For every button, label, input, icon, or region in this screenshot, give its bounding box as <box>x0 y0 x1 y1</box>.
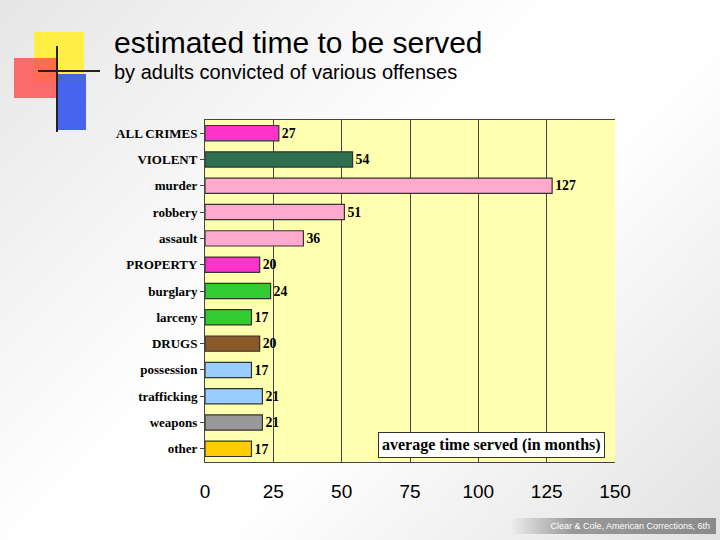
svg-text:0: 0 <box>200 481 211 502</box>
svg-text:other: other <box>168 441 198 456</box>
svg-text:estimated time to be served: estimated time to be served <box>114 26 483 59</box>
svg-text:PROPERTY: PROPERTY <box>126 257 198 272</box>
svg-text:17: 17 <box>254 310 268 325</box>
svg-text:150: 150 <box>599 481 631 502</box>
svg-text:24: 24 <box>274 284 288 299</box>
svg-text:100: 100 <box>462 481 494 502</box>
svg-text:by adults convicted of various: by adults convicted of various offenses <box>114 61 457 83</box>
svg-text:75: 75 <box>399 481 420 502</box>
svg-text:50: 50 <box>331 481 352 502</box>
svg-text:DRUGS: DRUGS <box>152 336 198 351</box>
svg-text:VIOLENT: VIOLENT <box>137 152 197 167</box>
svg-text:possession: possession <box>140 362 198 377</box>
svg-text:51: 51 <box>347 205 361 220</box>
svg-text:27: 27 <box>282 126 296 141</box>
svg-text:17: 17 <box>254 363 268 378</box>
svg-text:21: 21 <box>265 415 279 430</box>
svg-text:21: 21 <box>265 389 279 404</box>
svg-text:larceny: larceny <box>156 310 197 325</box>
svg-text:36: 36 <box>306 231 320 246</box>
svg-text:20: 20 <box>263 257 277 272</box>
svg-text:125: 125 <box>531 481 563 502</box>
svg-text:127: 127 <box>555 178 576 193</box>
svg-text:weapons: weapons <box>150 415 198 430</box>
svg-text:assault: assault <box>159 231 198 246</box>
svg-text:robbery: robbery <box>153 205 198 220</box>
svg-text:25: 25 <box>263 481 284 502</box>
svg-text:average time served (in months: average time served (in months) <box>382 436 601 454</box>
svg-text:ALL CRIMES: ALL CRIMES <box>116 126 197 141</box>
svg-text:trafficking: trafficking <box>138 389 198 404</box>
svg-text:17: 17 <box>254 442 268 457</box>
svg-text:murder: murder <box>155 178 198 193</box>
html-text:Clear & Cole, American Correct: Clear & Cole, American Corrections, 6th <box>550 521 710 531</box>
svg-text:54: 54 <box>356 152 370 167</box>
svg-text:20: 20 <box>263 336 277 351</box>
svg-text:burglary: burglary <box>148 284 198 299</box>
